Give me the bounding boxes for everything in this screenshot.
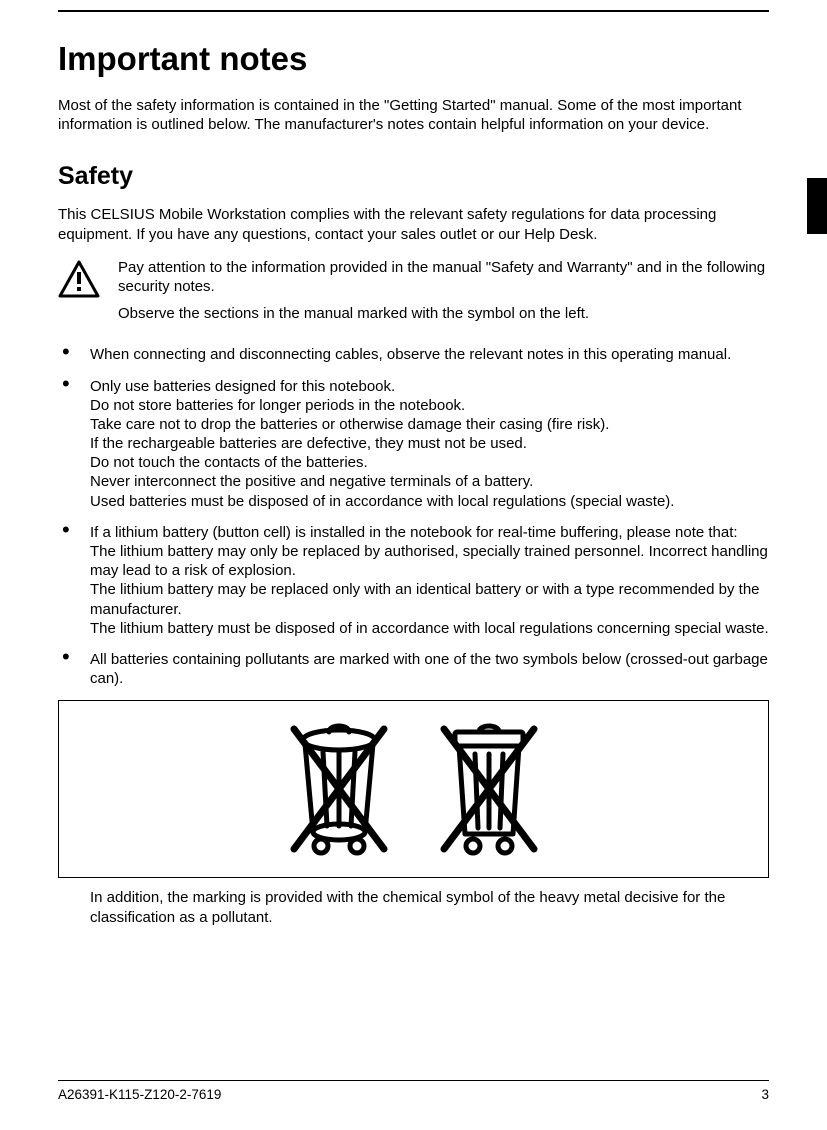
document-page: Important notes Most of the safety infor… bbox=[0, 0, 827, 1130]
figure-caption: In addition, the marking is provided wit… bbox=[58, 888, 769, 926]
bullet-text: The lithium battery may only be replaced… bbox=[90, 542, 769, 580]
warning-line-2: Observe the sections in the manual marke… bbox=[118, 304, 769, 323]
bullet-text: The lithium battery may be replaced only… bbox=[90, 580, 769, 618]
battery-symbols-figure bbox=[58, 700, 769, 878]
bullet-text: Never interconnect the positive and nega… bbox=[90, 472, 769, 491]
warning-line-1: Pay attention to the information provide… bbox=[118, 258, 769, 296]
safety-bullet-list: When connecting and disconnecting cables… bbox=[58, 345, 769, 688]
intro-paragraph: Most of the safety information is contai… bbox=[58, 96, 769, 134]
bullet-text: The lithium battery must be disposed of … bbox=[90, 619, 769, 638]
bullet-item: If a lithium battery (button cell) is in… bbox=[58, 523, 769, 638]
thumb-tab bbox=[807, 178, 827, 234]
doc-id: A26391-K115-Z120-2-7619 bbox=[58, 1087, 221, 1102]
safety-heading: Safety bbox=[58, 162, 769, 191]
bullet-text: All batteries containing pollutants are … bbox=[90, 650, 769, 688]
rect-bin-crossed-icon bbox=[429, 714, 549, 864]
page-title: Important notes bbox=[58, 40, 769, 78]
round-bin-crossed-icon bbox=[279, 714, 399, 864]
bullet-text: Only use batteries designed for this not… bbox=[90, 377, 769, 396]
safety-lead: This CELSIUS Mobile Workstation complies… bbox=[58, 205, 769, 243]
warning-text: Pay attention to the information provide… bbox=[118, 258, 769, 332]
bullet-text: When connecting and disconnecting cables… bbox=[90, 345, 769, 364]
bullet-item: All batteries containing pollutants are … bbox=[58, 650, 769, 688]
bullet-text: Used batteries must be disposed of in ac… bbox=[90, 492, 769, 511]
bullet-text: Do not store batteries for longer period… bbox=[90, 396, 769, 415]
footer-rule bbox=[58, 1080, 769, 1081]
bullet-text: If a lithium battery (button cell) is in… bbox=[90, 523, 769, 542]
top-rule bbox=[58, 10, 769, 12]
bullet-item: When connecting and disconnecting cables… bbox=[58, 345, 769, 364]
bullet-text: If the rechargeable batteries are defect… bbox=[90, 434, 769, 453]
page-footer: A26391-K115-Z120-2-7619 3 bbox=[58, 1080, 769, 1102]
warning-callout: Pay attention to the information provide… bbox=[58, 258, 769, 332]
warning-triangle-icon bbox=[58, 258, 100, 303]
bullet-text: Take care not to drop the batteries or o… bbox=[90, 415, 769, 434]
page-number: 3 bbox=[761, 1087, 769, 1102]
bullet-text: Do not touch the contacts of the batteri… bbox=[90, 453, 769, 472]
bullet-item: Only use batteries designed for this not… bbox=[58, 377, 769, 511]
